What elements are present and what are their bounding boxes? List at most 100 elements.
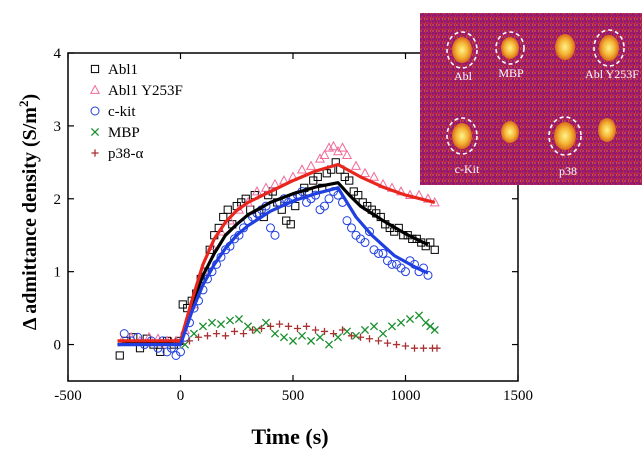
- data-point: [221, 332, 230, 340]
- data-point: [396, 318, 406, 327]
- data-point: [365, 335, 374, 343]
- legend: Abl1 Abl1 Y253F c-kit MBP p38-α: [89, 62, 183, 162]
- data-point: [419, 344, 428, 352]
- data-point: [345, 176, 354, 185]
- data-point: [342, 216, 352, 226]
- spot-ring: [446, 117, 478, 155]
- x-tick-label: -500: [54, 388, 82, 404]
- x-tick-label: 0: [177, 388, 185, 404]
- data-point: [405, 314, 415, 324]
- data-point: [311, 326, 320, 334]
- data-point: [270, 230, 280, 240]
- data-point: [387, 259, 397, 269]
- x-tick-label: 1500: [503, 388, 533, 404]
- data-point: [392, 340, 401, 349]
- data-point: [230, 327, 239, 336]
- data-point: [119, 329, 129, 339]
- inset-label: p38: [559, 164, 577, 178]
- data-point: [306, 336, 316, 345]
- data-point: [354, 191, 363, 200]
- inset-image: Abl MBP Abl Y253F c-Kit p38: [420, 13, 642, 185]
- data-point: [324, 194, 334, 204]
- data-point: [433, 344, 441, 352]
- data-point: [401, 267, 410, 277]
- data-point: [359, 167, 371, 178]
- data-point: [347, 223, 356, 233]
- data-point: [423, 270, 433, 280]
- data-point: [212, 330, 221, 338]
- legend-marker: [89, 84, 101, 94]
- data-point: [261, 318, 271, 327]
- data-point: [320, 327, 329, 336]
- data-point: [378, 329, 388, 338]
- data-point: [319, 149, 330, 159]
- data-point: [369, 322, 379, 331]
- legend-label: MBP: [108, 125, 140, 141]
- data-point: [207, 318, 217, 327]
- fit-line-2: [117, 186, 429, 347]
- data-point: [360, 325, 370, 335]
- data-point: [360, 238, 370, 248]
- series-1: [116, 140, 440, 345]
- x-axis-label: Time (s): [251, 424, 328, 449]
- data-point: [296, 164, 308, 174]
- data-point: [342, 327, 352, 336]
- legend-marker: [90, 106, 100, 116]
- data-point: [293, 324, 302, 333]
- data-point: [239, 330, 248, 338]
- data-point: [234, 314, 244, 324]
- y-tick-label: 4: [54, 46, 62, 62]
- data-point: [347, 332, 356, 340]
- data-point: [185, 337, 194, 345]
- fit-line-0: [117, 181, 429, 347]
- inset-label: c-Kit: [455, 162, 480, 176]
- data-point: [251, 186, 263, 196]
- data-point: [223, 205, 232, 214]
- spot-ring: [593, 29, 625, 67]
- data-point: [243, 322, 253, 331]
- data-point: [374, 248, 383, 258]
- data-point: [356, 333, 365, 341]
- data-point: [430, 325, 439, 335]
- legend-label: c-kit: [108, 104, 136, 120]
- inset-label: Abl Y253F: [585, 67, 639, 81]
- protein-spot: [599, 35, 619, 61]
- data-point: [328, 140, 339, 151]
- data-point: [198, 322, 208, 331]
- data-point: [176, 347, 185, 357]
- data-point: [341, 149, 353, 159]
- data-point: [248, 326, 257, 334]
- data-point: [350, 160, 362, 170]
- x-tick-label: 1000: [391, 388, 421, 404]
- data-point: [305, 160, 317, 170]
- inset-label: MBP: [498, 66, 524, 80]
- legend-label: Abl1 Y253F: [108, 83, 183, 99]
- protein-spot: [555, 34, 575, 60]
- data-point: [368, 171, 380, 181]
- legend-marker: [90, 127, 100, 137]
- y-tick-label: 3: [54, 119, 62, 135]
- protein-spot: [554, 122, 576, 150]
- data-point: [337, 142, 348, 152]
- legend-marker: [91, 149, 99, 157]
- protein-spot: [598, 118, 616, 142]
- data-point: [203, 332, 212, 340]
- data-point: [313, 172, 322, 182]
- protein-spot: [452, 123, 472, 149]
- data-point: [194, 333, 203, 341]
- fit-line-1: [117, 162, 436, 343]
- y-tick-label: 1: [54, 265, 62, 281]
- data-point: [387, 322, 397, 331]
- data-point: [270, 329, 280, 338]
- data-point: [252, 325, 262, 335]
- data-point: [288, 336, 298, 345]
- data-point: [414, 311, 424, 320]
- data-point: [189, 329, 199, 338]
- legend-label: Abl1: [108, 62, 138, 78]
- data-point: [338, 326, 347, 334]
- y-tick-label: 2: [54, 192, 62, 208]
- data-point: [266, 322, 275, 330]
- data-point: [302, 322, 311, 330]
- y-tick-label: 0: [54, 338, 62, 354]
